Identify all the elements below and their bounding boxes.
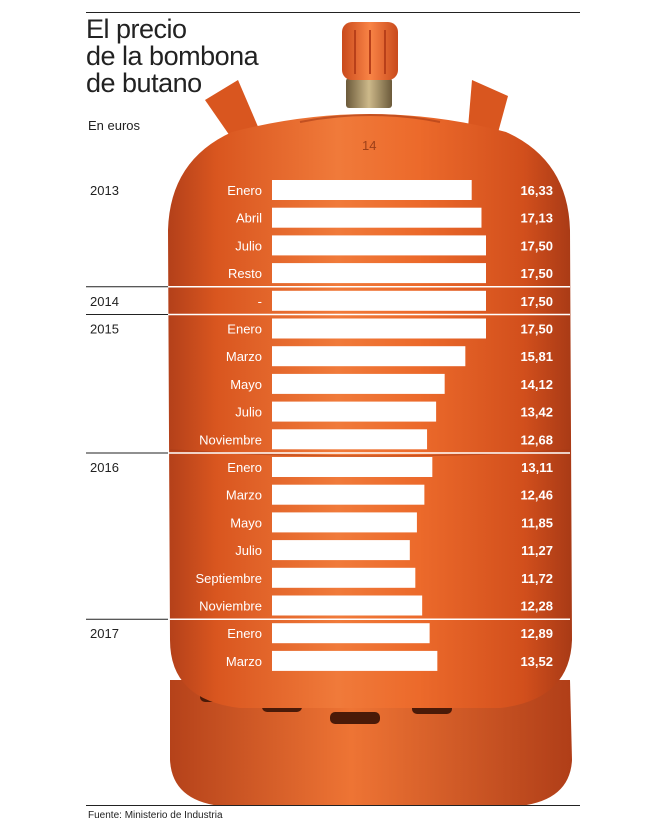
year-label: 2015 bbox=[90, 322, 119, 337]
year-label: 2013 bbox=[90, 183, 119, 198]
bar bbox=[272, 290, 486, 311]
bar bbox=[272, 373, 445, 394]
value-label: 13,11 bbox=[521, 460, 553, 475]
value-label: 17,13 bbox=[520, 211, 553, 226]
year-label: 2016 bbox=[90, 460, 119, 475]
bar bbox=[272, 180, 472, 200]
category-label: Julio bbox=[235, 238, 262, 253]
value-label: 13,52 bbox=[520, 654, 553, 669]
category-label: Marzo bbox=[226, 488, 262, 503]
value-label: 12,89 bbox=[520, 626, 553, 641]
top-rule bbox=[86, 12, 580, 13]
category-label: Julio bbox=[235, 543, 262, 558]
category-label: Abril bbox=[236, 211, 262, 226]
value-label: 13,42 bbox=[520, 405, 553, 420]
price-bar-chart: 2013 Enero 16,33 Abril 17,13 Julio 17,50 Resto 1… bbox=[86, 180, 570, 671]
category-label: Resto bbox=[228, 266, 262, 281]
chart-title: El precio de la bombona de butano bbox=[86, 16, 326, 97]
bottom-rule bbox=[86, 805, 580, 806]
bar bbox=[272, 429, 428, 450]
base-hole bbox=[330, 712, 380, 724]
value-label: 12,68 bbox=[520, 432, 553, 447]
value-label: 15,81 bbox=[520, 349, 553, 364]
bar bbox=[272, 595, 423, 616]
title-line-3: de butano bbox=[86, 68, 202, 98]
value-label: 17,50 bbox=[520, 322, 553, 337]
value-label: 11,72 bbox=[521, 571, 553, 586]
category-label: Enero bbox=[227, 460, 262, 475]
source-note: Fuente: Ministerio de Industria bbox=[88, 810, 223, 821]
category-label: Noviembre bbox=[199, 599, 262, 614]
value-label: 17,50 bbox=[520, 266, 553, 281]
category-label: - bbox=[258, 294, 262, 309]
bar bbox=[272, 567, 416, 588]
value-label: 12,28 bbox=[520, 599, 553, 614]
value-label: 11,85 bbox=[521, 515, 553, 530]
category-label: Enero bbox=[227, 183, 262, 198]
value-label: 11,27 bbox=[521, 543, 553, 558]
category-label: Noviembre bbox=[199, 432, 262, 447]
title-line-2: de la bombona bbox=[86, 41, 259, 71]
value-label: 17,50 bbox=[520, 238, 553, 253]
category-label: Marzo bbox=[226, 349, 262, 364]
bar bbox=[272, 318, 486, 339]
category-label: Julio bbox=[235, 405, 262, 420]
bar bbox=[272, 540, 410, 561]
value-label: 16,33 bbox=[520, 183, 553, 198]
bar bbox=[272, 484, 425, 505]
bar bbox=[272, 263, 486, 284]
valve-neck bbox=[346, 78, 392, 108]
bar bbox=[272, 401, 437, 422]
title-line-1: El precio bbox=[86, 14, 187, 44]
bar bbox=[272, 346, 466, 367]
category-label: Septiembre bbox=[196, 571, 262, 586]
bar bbox=[272, 623, 430, 644]
bar bbox=[272, 650, 438, 671]
bar bbox=[272, 207, 482, 228]
units-label: En euros bbox=[88, 118, 141, 133]
year-label: 2014 bbox=[90, 294, 119, 309]
category-label: Mayo bbox=[230, 377, 262, 392]
value-label: 17,50 bbox=[520, 294, 553, 309]
bar bbox=[272, 235, 486, 256]
category-label: Enero bbox=[227, 626, 262, 641]
category-label: Marzo bbox=[226, 654, 262, 669]
value-label: 12,46 bbox=[520, 488, 553, 503]
bar bbox=[272, 512, 417, 533]
svg-text:14: 14 bbox=[362, 138, 376, 153]
year-label: 2017 bbox=[90, 626, 119, 641]
value-label: 14,12 bbox=[520, 377, 553, 392]
category-label: Enero bbox=[227, 322, 262, 337]
category-label: Mayo bbox=[230, 515, 262, 530]
bar bbox=[272, 457, 433, 477]
